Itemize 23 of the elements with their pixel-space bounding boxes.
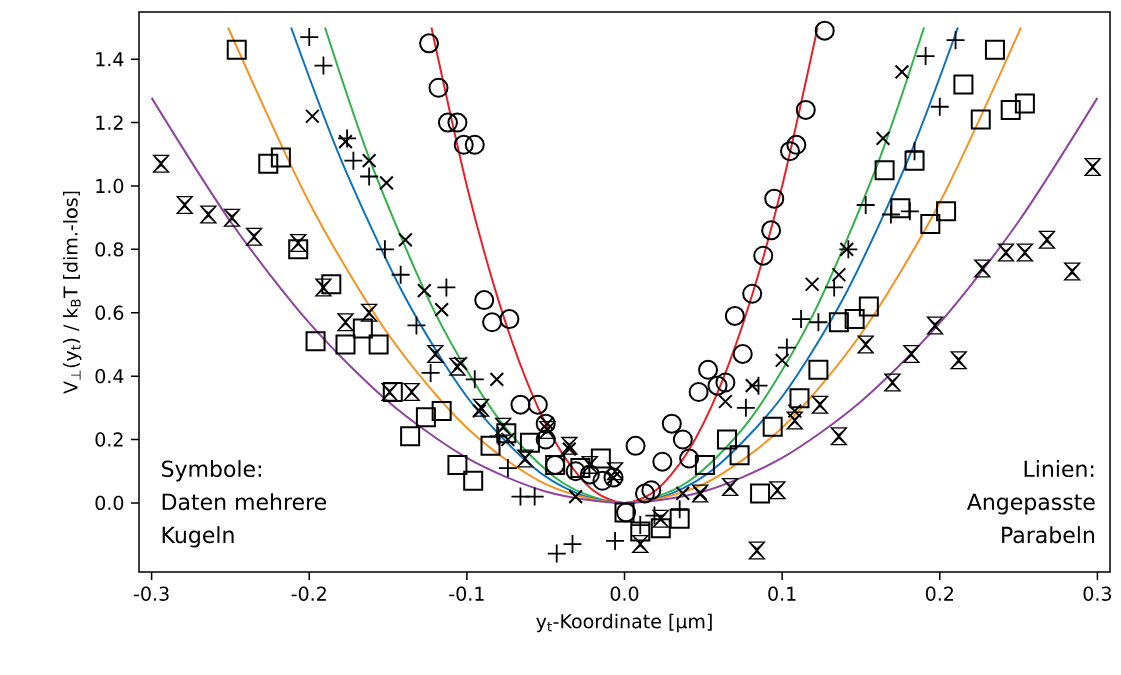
x-tick-label: -0.1 [449,586,484,601]
annotation: Symbole: [162,460,261,482]
annotation: Angepasste [966,493,1095,515]
x-axis-title: y$_{t}$-Koordinate [µm] [536,613,712,633]
x-tick-label: 0.1 [768,586,796,601]
y-tick-label: 0.0 [95,495,124,511]
annotation: Parabeln [1002,526,1094,544]
y-tick-label: 1.0 [96,178,124,194]
annotation: Linien: [1024,460,1094,478]
x-tick-label: -0.3 [134,586,169,601]
annotation: Daten mehrere [162,493,326,511]
x-tick-label: 0.2 [925,586,953,601]
y-axis-title: V$_{⊥}$(y$_{t}$) / k$_{B}$T [dim.-los] [63,191,82,394]
x-tick-label: -0.2 [291,586,326,601]
y-tick-label: 0.8 [95,242,124,257]
y-tick-label: 1.2 [96,115,123,130]
annotation: Kugeln [162,526,234,548]
y-tick-label: 1.4 [96,52,124,67]
x-tick-label: 0.3 [1083,586,1111,601]
y-tick-label: 0.4 [95,368,124,384]
x-tick-label: 0.0 [610,586,639,601]
y-tick-label: 0.2 [95,432,123,447]
y-tick-label: 0.6 [95,305,124,320]
